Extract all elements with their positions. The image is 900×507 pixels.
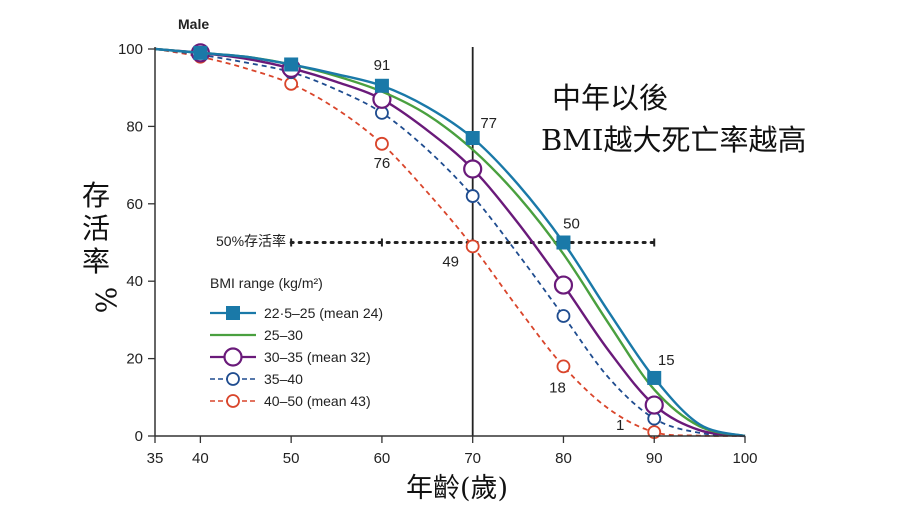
chart-title-line-1: 中年以後 (552, 81, 668, 115)
data-point (553, 275, 574, 295)
legend-swatch-marker (223, 347, 243, 367)
y-tick-label: 80 (126, 118, 143, 135)
panel-title: Male (178, 16, 209, 32)
data-point (644, 395, 664, 415)
x-tick-label: 60 (374, 450, 391, 467)
y-tick-label: 20 (126, 351, 143, 368)
data-label: 77 (480, 115, 497, 132)
data-point (463, 159, 483, 179)
data-point (374, 78, 389, 93)
x-tick-label: 70 (464, 450, 481, 467)
x-tick-label: 90 (646, 450, 663, 467)
legend-swatch-marker (226, 394, 240, 408)
data-point (465, 239, 480, 254)
text-layer: Male 中年以後 BMI越大死亡率越高 年齡(歲) 50%存活率 BMI ra… (178, 16, 806, 504)
data-point (193, 45, 208, 60)
legend-item: 25–30 (210, 327, 303, 343)
series-1 (154, 45, 746, 438)
y-axis-label-char: 率 (82, 245, 110, 278)
x-axis-label: 年齡(歲) (406, 473, 508, 504)
y-tick-label: 60 (126, 196, 143, 213)
y-tick-label: 100 (118, 41, 143, 58)
y-axis-label-char: 存 (82, 179, 110, 212)
axes-layer: 35 40 50 60 70 80 90 100 0 20 40 60 80 100 存活率% (82, 41, 758, 467)
legend-item: 30–35 (mean 32) (210, 347, 371, 367)
data-label: 91 (374, 57, 391, 74)
data-label: 1 (616, 417, 624, 434)
data-label: 49 (442, 253, 459, 270)
data-label: 76 (374, 155, 391, 172)
legend-item: 22·5–25 (mean 24) (210, 305, 383, 321)
legend: 22·5–25 (mean 24) 25–30 30–35 (mean 32) 35–… (210, 305, 383, 409)
y-tick-label: 0 (135, 428, 143, 445)
series-5 (154, 48, 746, 440)
y-axis-label-char: % (89, 287, 122, 314)
x-tick-label: 35 (147, 450, 164, 467)
legend-swatch-marker (226, 372, 240, 386)
legend-item: 35–40 (210, 371, 303, 387)
series-line (154, 48, 746, 437)
legend-title: BMI range (kg/m²) (210, 275, 323, 291)
data-point (465, 189, 480, 203)
data-point (556, 359, 571, 374)
reference-line-label: 50%存活率 (216, 233, 286, 249)
series-layer: 91 77 50 15 76 49 18 1 (154, 43, 746, 440)
x-tick-label: 80 (555, 450, 572, 467)
x-tick-label: 50 (283, 450, 300, 467)
data-point (647, 370, 662, 385)
x-tick-label: 100 (732, 450, 757, 467)
legend-label: 35–40 (264, 371, 303, 387)
data-point (284, 57, 299, 72)
data-label: 18 (549, 379, 566, 396)
legend-label: 30–35 (mean 32) (264, 349, 371, 365)
y-tick-label: 40 (126, 273, 143, 290)
series-line (154, 48, 746, 437)
data-label: 15 (658, 352, 675, 369)
chart-title-line-2: BMI越大死亡率越高 (541, 123, 806, 157)
legend-label: 40–50 (mean 43) (264, 393, 371, 409)
data-point (556, 235, 571, 250)
data-point (465, 131, 480, 146)
data-point (284, 76, 299, 91)
y-axis-label-char: 活 (82, 212, 110, 245)
data-point (375, 136, 389, 151)
legend-label: 25–30 (264, 327, 303, 343)
legend-item: 40–50 (mean 43) (210, 393, 371, 409)
legend-label: 22·5–25 (mean 24) (264, 305, 383, 321)
data-label: 50 (563, 216, 580, 233)
data-point (556, 309, 571, 323)
legend-swatch-marker (226, 306, 240, 320)
x-tick-label: 40 (192, 450, 209, 467)
